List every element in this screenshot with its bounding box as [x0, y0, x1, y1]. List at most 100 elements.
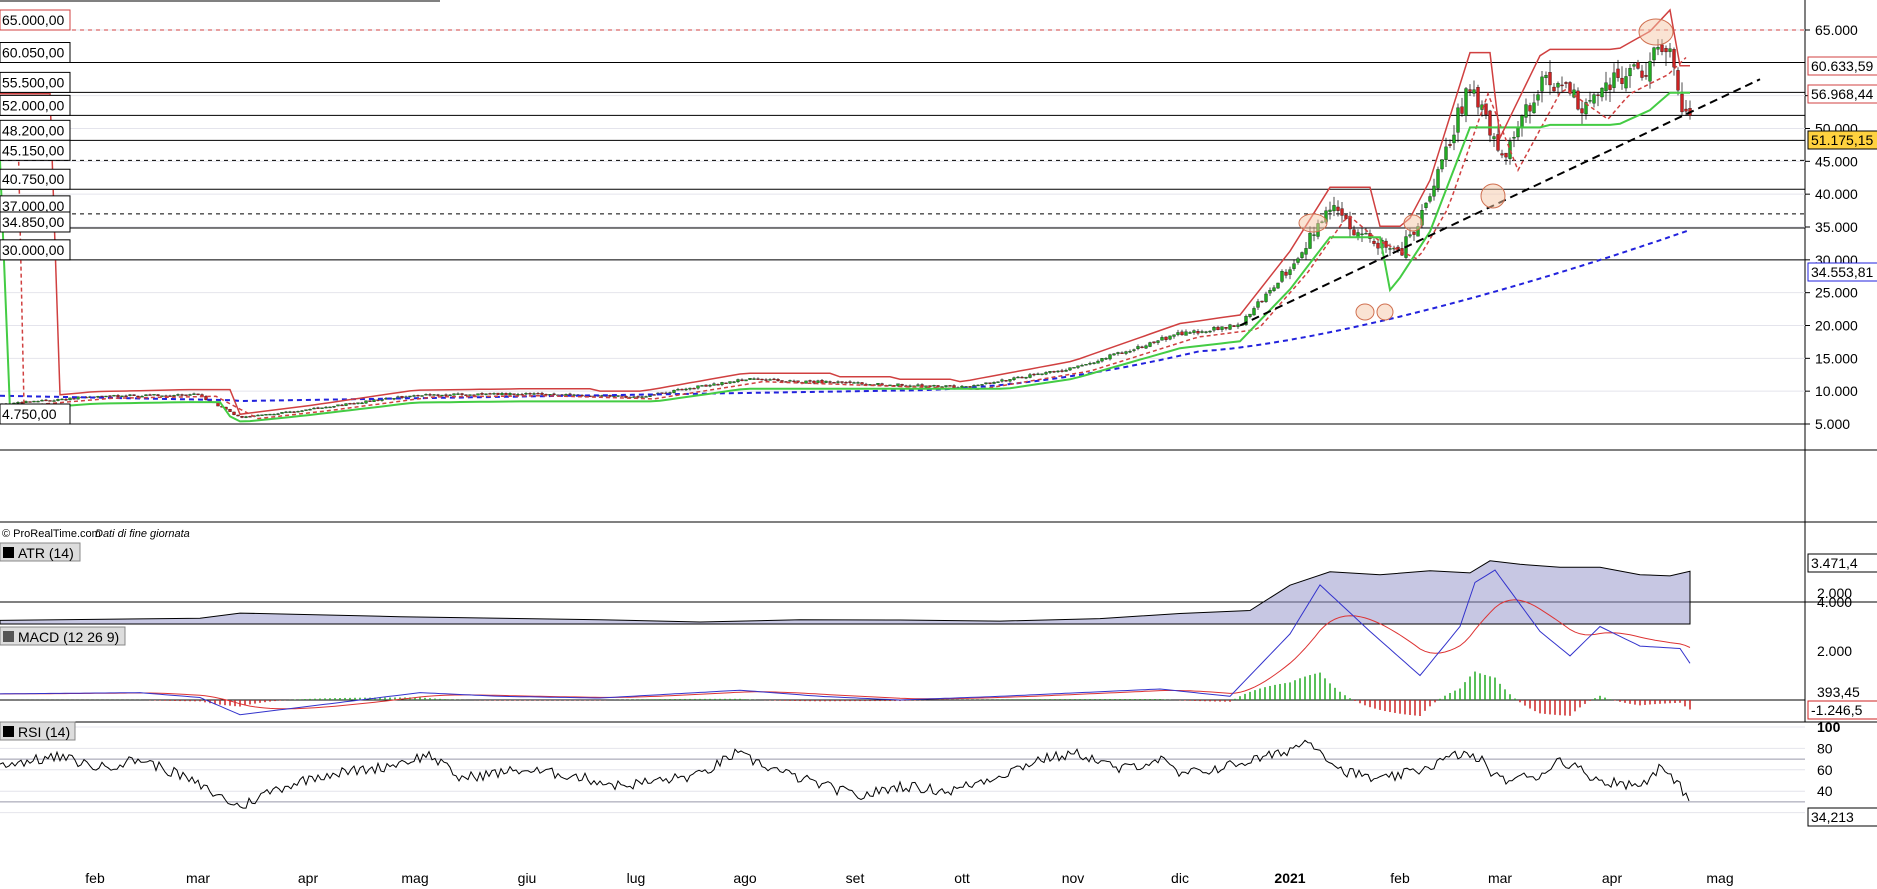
- ma-long-value-box: [1807, 262, 1877, 282]
- candle-body: [112, 395, 116, 397]
- candle-body: [776, 379, 780, 381]
- candle-body: [464, 394, 468, 396]
- candle-body: [1492, 136, 1496, 139]
- candle-body: [344, 403, 348, 406]
- candle-body: [1176, 332, 1180, 335]
- ma-short-value: 56.968,44: [1811, 86, 1873, 102]
- candle-body: [1660, 44, 1664, 52]
- candle-body: [1084, 364, 1088, 366]
- price-tick-label: 40.000: [1815, 186, 1858, 202]
- resistance-value: 60.633,59: [1811, 58, 1873, 74]
- rsi-tick-label: 100: [1817, 719, 1841, 735]
- candle-body: [1464, 88, 1468, 116]
- candle-body: [788, 380, 792, 382]
- candle-body: [420, 395, 424, 397]
- candle-body: [1568, 82, 1572, 94]
- candle-body: [508, 393, 512, 396]
- candle-body: [1428, 196, 1432, 202]
- candle-body: [108, 395, 112, 397]
- candle-body: [608, 395, 612, 397]
- price-tick-label: 65.000: [1815, 22, 1858, 38]
- candle-body: [1200, 331, 1204, 333]
- candle-body: [1132, 349, 1136, 351]
- candle-body: [1328, 209, 1332, 212]
- candle-body: [1040, 373, 1044, 375]
- candle-body: [1340, 208, 1344, 216]
- candle-body: [728, 381, 732, 384]
- candle-body: [1028, 374, 1032, 378]
- candle-body: [268, 413, 272, 416]
- atr-last-value-box: [1807, 553, 1877, 573]
- macd-swatch: [3, 631, 14, 642]
- rsi-tick-label: 60: [1817, 762, 1833, 778]
- candle-body: [880, 383, 884, 386]
- candle-body: [1432, 185, 1436, 197]
- rsi-title-box: [0, 721, 76, 741]
- macd-hist-value: -1.246,5: [1811, 702, 1863, 718]
- candle-body: [652, 394, 656, 396]
- candle-body: [120, 395, 124, 398]
- candle-body: [1096, 360, 1100, 364]
- candle-body: [672, 389, 676, 393]
- x-tick-label: lug: [627, 870, 646, 886]
- candle-body: [820, 380, 824, 384]
- candle-body: [824, 380, 828, 383]
- candle-body: [428, 394, 432, 396]
- candle-body: [896, 383, 900, 387]
- rsi-swatch: [3, 726, 14, 737]
- candle-body: [1672, 49, 1676, 68]
- candle-body: [836, 381, 840, 383]
- candle-body: [28, 401, 32, 403]
- candle-body: [184, 394, 188, 396]
- candle-body: [272, 413, 276, 416]
- candle-body: [1124, 351, 1128, 354]
- x-tick-label: feb: [85, 870, 105, 886]
- x-tick-label: ott: [954, 870, 970, 886]
- candle-body: [1532, 102, 1536, 114]
- candle-body: [1088, 363, 1092, 365]
- pivot-circle: [1403, 214, 1423, 232]
- candle-body: [1684, 108, 1688, 112]
- candle-body: [924, 385, 928, 388]
- candle-body: [1016, 376, 1020, 379]
- candle-body: [436, 394, 440, 396]
- last-price-value-box: [1807, 130, 1877, 150]
- candle-body: [1484, 103, 1488, 115]
- candle-body: [292, 411, 296, 413]
- candle-body: [1024, 376, 1028, 379]
- candle-body: [416, 394, 420, 397]
- level-label-box: [0, 139, 71, 161]
- candle-body: [264, 414, 268, 416]
- candle-body: [1580, 108, 1584, 114]
- candle-body: [1520, 115, 1524, 127]
- candle-body: [308, 408, 312, 411]
- ma-long-line: [0, 229, 1689, 403]
- candle-body: [148, 394, 152, 396]
- level-label-box: [0, 71, 71, 93]
- atr-last-value: 3.471,4: [1811, 555, 1858, 571]
- pivot-circle: [1480, 183, 1506, 209]
- candle-body: [1252, 308, 1256, 316]
- candle-body: [484, 393, 488, 395]
- candle-body: [1108, 354, 1112, 360]
- candle-body: [1300, 252, 1304, 258]
- candle-body: [244, 416, 248, 418]
- candle-body: [1164, 336, 1168, 340]
- candle-body: [1060, 370, 1064, 372]
- candle-body: [1148, 342, 1152, 347]
- candle-body: [1436, 169, 1440, 189]
- candle-body: [132, 394, 136, 396]
- candle-body: [1020, 376, 1024, 379]
- candle-body: [516, 394, 520, 396]
- candle-body: [900, 384, 904, 386]
- atr-tick-label: 2.000: [1817, 585, 1852, 601]
- candle-body: [1188, 332, 1192, 334]
- candle-body: [340, 404, 344, 407]
- candle-body: [948, 385, 952, 387]
- x-tick-label: giu: [518, 870, 537, 886]
- candle-body: [1560, 84, 1564, 87]
- candle-body: [376, 399, 380, 401]
- candle-body: [1508, 141, 1512, 159]
- candle-body: [1216, 326, 1220, 331]
- candle-body: [1628, 68, 1632, 77]
